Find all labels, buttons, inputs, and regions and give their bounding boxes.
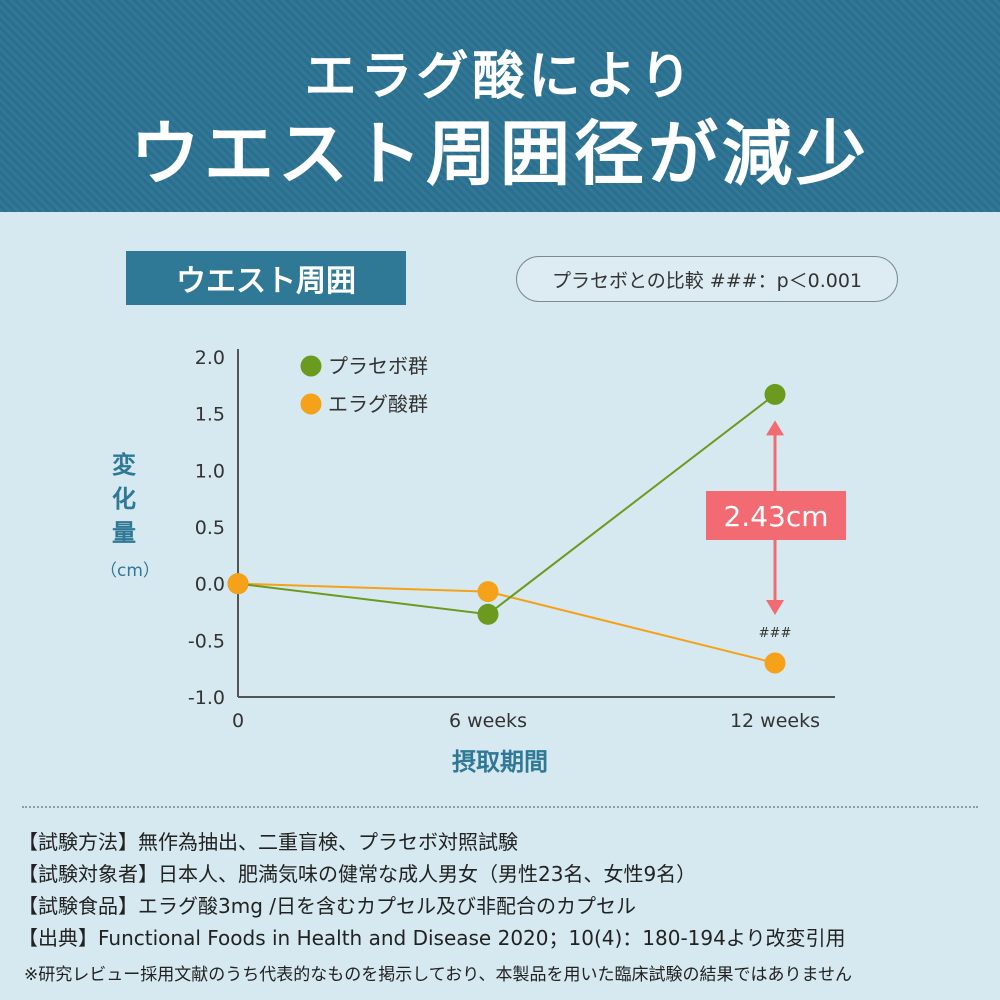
data-point [764, 383, 786, 405]
y-tick-label: -0.5 [188, 630, 225, 652]
x-tick-label: 0 [232, 710, 244, 732]
info-source: 【出典】Functional Foods in Health and Disea… [18, 926, 846, 950]
difference-badge [706, 491, 846, 540]
header-line-1: エラグ酸により [304, 47, 696, 107]
y-label-char: 化 [112, 485, 136, 513]
y-tick-label: 1.0 [195, 460, 225, 482]
x-axis-title: 摂取期間 [452, 748, 548, 776]
y-tick-label: 1.5 [195, 404, 225, 426]
x-tick-label: 12 weeks [730, 710, 820, 732]
legend-marker [300, 355, 322, 377]
x-tick-label: 6 weeks [449, 710, 527, 732]
y-tick-label: 2.0 [195, 347, 225, 369]
header-line-2: ウエスト周囲径が減少 [130, 113, 870, 195]
info-food: 【試験食品】エラグ酸3mg /日を含むカプセル及び非配合のカプセル [18, 894, 636, 918]
data-point [227, 573, 249, 595]
legend-label: プラセボ群 [328, 354, 428, 378]
difference-value: 2.43cm [723, 500, 828, 533]
y-label-char: 変 [112, 451, 136, 479]
significance-mark: ### [759, 626, 792, 641]
difference-arrow-head-up [766, 420, 784, 436]
data-point [764, 652, 786, 674]
y-label-unit: （cm） [100, 561, 160, 581]
y-label-char: 量 [112, 519, 136, 547]
y-tick-label: 0.0 [195, 574, 225, 596]
series-line [237, 582, 776, 664]
info-method: 【試験方法】無作為抽出、二重盲検、プラセボ対照試験 [18, 830, 518, 854]
y-axis-label: 変 化 量 （cm） [100, 448, 160, 581]
legend-marker [300, 393, 322, 415]
difference-arrow-head-down [766, 600, 784, 615]
y-tick-label: 0.5 [195, 517, 225, 539]
legend-label: エラグ酸群 [328, 392, 428, 416]
info-subjects: 【試験対象者】日本人、肥満気味の健常な成人男女（男性23名、女性9名） [18, 862, 697, 886]
divider [22, 806, 978, 808]
data-point [477, 581, 499, 603]
comparison-note: プラセボとの比較 ###：p＜0.001 [516, 256, 898, 302]
data-point [477, 603, 499, 625]
disclaimer: ※研究レビュー採用文献のうち代表的なものを掲示しており、本製品を用いた臨床試験の… [24, 965, 853, 985]
y-tick-label: -1.0 [188, 687, 225, 709]
chart-tag: ウエスト周囲 [126, 251, 406, 305]
series-line [237, 393, 776, 616]
header-banner: エラグ酸により ウエスト周囲径が減少 [0, 0, 1000, 212]
